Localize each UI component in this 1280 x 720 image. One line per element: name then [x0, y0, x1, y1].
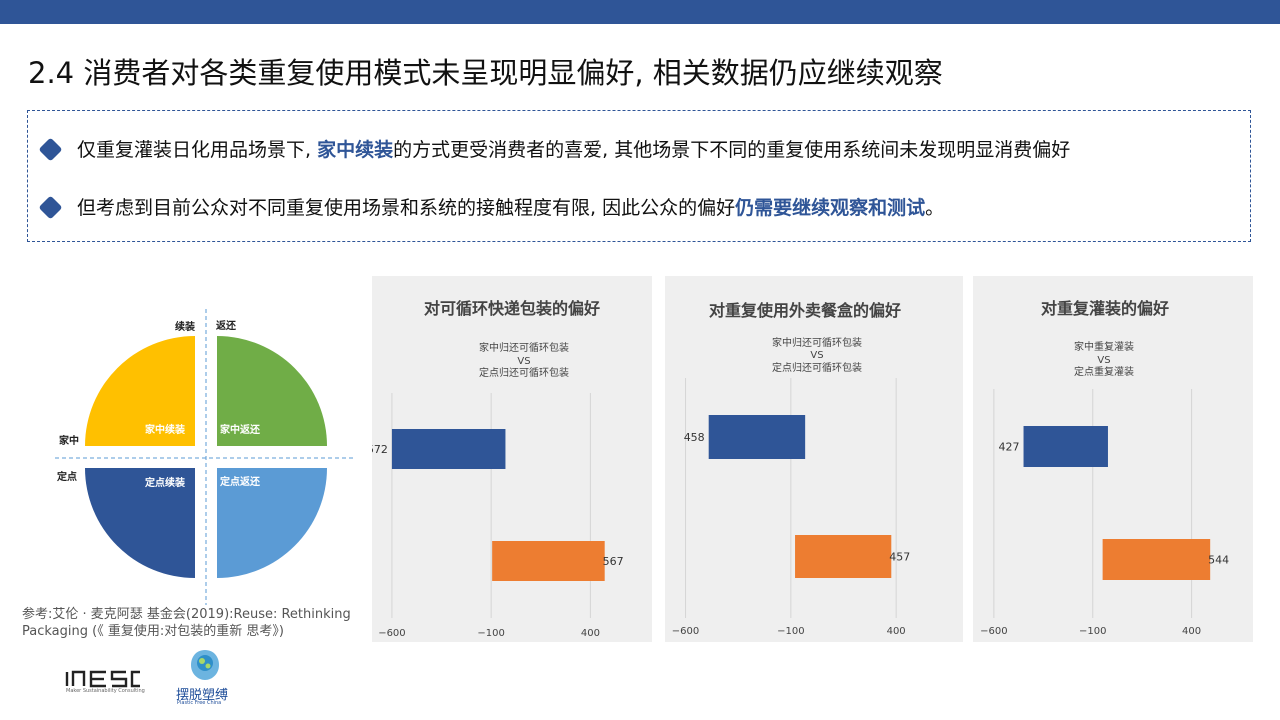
- x-tick-label: 400: [887, 626, 906, 637]
- chart-subtitle-line-3: 定点归还可循环包装: [772, 361, 862, 374]
- finding-1-highlight: 家中续装: [317, 139, 394, 161]
- chart-panel-refill: 对重复灌装的偏好 家中重复灌装 VS 定点重复灌装 −600 −100 400 427…: [973, 276, 1253, 642]
- plastic-free-china-logo-icon: [191, 650, 219, 680]
- axis-label-home: 家中: [59, 434, 79, 447]
- finding-bullet-1: 仅重复灌装日化用品场景下, 家中续装的方式更受消费者的喜爱, 其他场景下不同的重…: [38, 135, 1071, 162]
- finding-1-text-end: 的方式更受消费者的喜爱, 其他场景下不同的重复使用系统间未发现明显消费偏好: [393, 139, 1071, 161]
- chart-panel-express-packaging: 对可循环快递包装的偏好 家中归还可循环包装 VS 定点归还可循环包装 −600 −…: [372, 276, 652, 642]
- chart-subtitle-line-2: VS: [517, 356, 530, 367]
- chart-refill: 对重复灌装的偏好 家中重复灌装 VS 定点重复灌装 −600 −100 400 427…: [980, 299, 1229, 637]
- quadrant-label-onsite-refill: 定点续装: [145, 476, 185, 489]
- reference-line-2: Packaging (《 重复使用:对包装的重新 思考》): [22, 624, 284, 639]
- data-label: 572: [372, 443, 388, 456]
- page-title: 2.4 消费者对各类重复使用模式未呈现明显偏好, 相关数据仍应继续观察: [28, 56, 943, 90]
- plastic-free-china-name: 摆脱塑缚: [176, 688, 229, 703]
- diamond-bullet-icon: [38, 195, 63, 220]
- bar: [1023, 426, 1108, 467]
- finding-2-highlight: 仍需要继续观察和测试: [735, 197, 926, 219]
- chart-panel-takeaway-boxes: 对重复使用外卖餐盒的偏好 家中归还可循环包装 VS 定点归还可循环包装 −600…: [665, 276, 963, 642]
- bar: [1102, 539, 1211, 580]
- finding-1-text: 仅重复灌装日化用品场景下,: [77, 139, 318, 161]
- x-tick-label: −600: [378, 628, 405, 639]
- mesc-tagline: Maker Sustainability Consulting: [66, 688, 145, 694]
- chart-title: 对可循环快递包装的偏好: [424, 299, 600, 318]
- finding-2-text-end: 。: [925, 197, 945, 219]
- x-tick-label: −600: [980, 626, 1007, 637]
- chart-subtitle-line-2: VS: [810, 350, 823, 361]
- finding-bullet-2: 但考虑到目前公众对不同重复使用场景和系统的接触程度有限, 因此公众的偏好仍需要继…: [38, 193, 945, 220]
- chart-express-packaging: 对可循环快递包装的偏好 家中归还可循环包装 VS 定点归还可循环包装 −600 −…: [372, 299, 624, 639]
- reference-note: 参考:艾伦 · 麦克阿瑟 基金会(2019):Reuse: Rethinking…: [22, 606, 351, 640]
- chart-title: 对重复使用外卖餐盒的偏好: [709, 301, 901, 320]
- reference-line-1: 参考:艾伦 · 麦克阿瑟 基金会(2019):Reuse: Rethinking: [22, 607, 351, 622]
- data-label: 544: [1208, 554, 1229, 567]
- bar: [391, 429, 506, 469]
- axis-label-return: 返还: [216, 319, 237, 332]
- axis-label-onsite: 定点: [57, 470, 77, 483]
- x-tick-label: −100: [777, 626, 804, 637]
- chart-subtitle-line-3: 定点归还可循环包装: [479, 366, 569, 379]
- key-findings-box: 仅重复灌装日化用品场景下, 家中续装的方式更受消费者的喜爱, 其他场景下不同的重…: [27, 110, 1251, 242]
- quadrant-onsite-return: [217, 468, 327, 578]
- x-tick-label: −100: [477, 628, 504, 639]
- chart-takeaway-boxes: 对重复使用外卖餐盒的偏好 家中归还可循环包装 VS 定点归还可循环包装 −600…: [672, 301, 910, 637]
- data-label: 458: [684, 431, 705, 444]
- chart-subtitle-line-2: VS: [1097, 355, 1110, 366]
- reuse-model-quadrant: 续装 返还 家中 定点 家中续装 家中返还 定点续装 定点返还: [55, 309, 355, 605]
- bar: [492, 541, 605, 581]
- diamond-bullet-icon: [38, 137, 63, 162]
- x-tick-label: 400: [1182, 626, 1201, 637]
- chart-subtitle-line-1: 家中归还可循环包装: [772, 336, 862, 349]
- quadrant-home-refill: [85, 336, 195, 446]
- quadrant-label-onsite-return: 定点返还: [220, 475, 261, 488]
- data-label: 457: [889, 551, 910, 564]
- data-label: 427: [999, 441, 1020, 454]
- finding-2-text: 但考虑到目前公众对不同重复使用场景和系统的接触程度有限, 因此公众的偏好: [77, 197, 736, 219]
- x-tick-label: 400: [581, 628, 600, 639]
- chart-subtitle-line-3: 定点重复灌装: [1074, 365, 1134, 378]
- chart-title: 对重复灌装的偏好: [1041, 299, 1169, 318]
- bar: [795, 535, 892, 578]
- x-tick-label: −100: [1079, 626, 1106, 637]
- top-banner: [0, 0, 1280, 24]
- data-label: 567: [603, 555, 624, 568]
- quadrant-onsite-refill: [85, 468, 195, 578]
- chart-subtitle-line-1: 家中重复灌装: [1074, 340, 1134, 353]
- mesc-logo-icon: [65, 670, 140, 688]
- plastic-free-china-tagline: Plastic Free China: [177, 700, 222, 706]
- axis-label-refill: 续装: [175, 320, 195, 333]
- quadrant-label-home-refill: 家中续装: [145, 423, 185, 436]
- quadrant-label-home-return: 家中返还: [220, 423, 261, 436]
- bar: [708, 415, 806, 459]
- x-tick-label: −600: [672, 626, 699, 637]
- chart-subtitle-line-1: 家中归还可循环包装: [479, 341, 569, 354]
- quadrant-home-return: [217, 336, 327, 446]
